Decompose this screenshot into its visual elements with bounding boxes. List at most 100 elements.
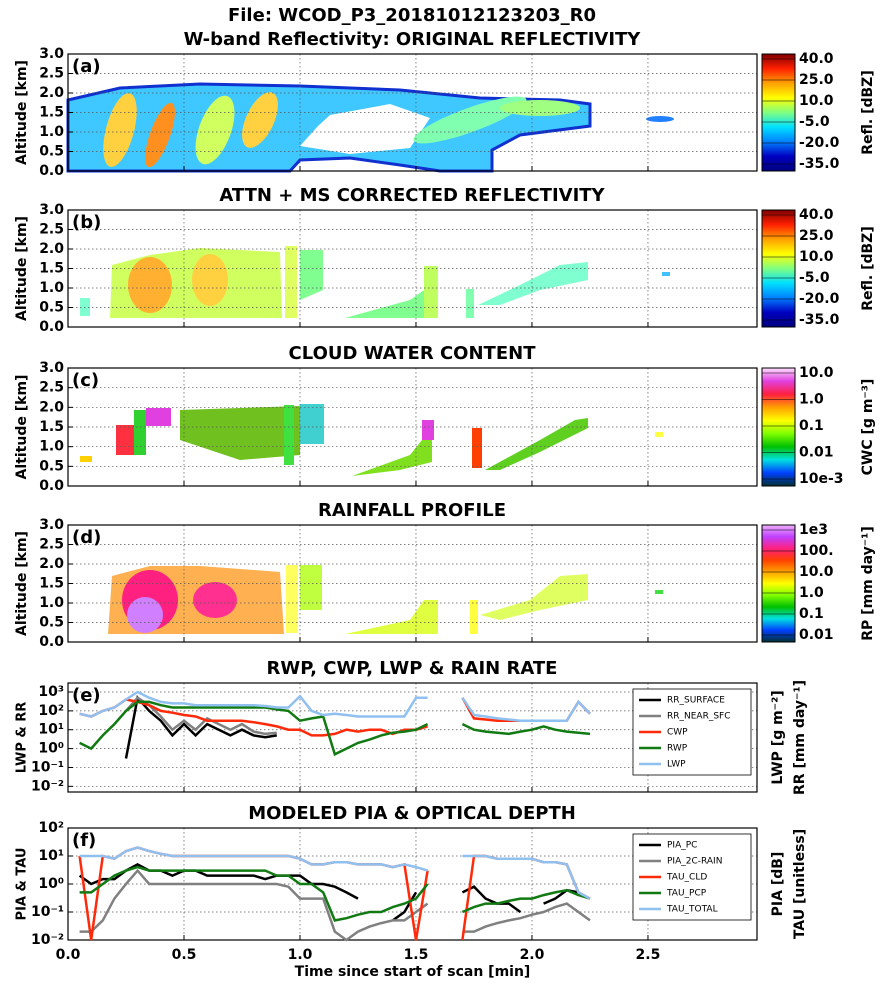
series-line: [79, 700, 429, 757]
colorbar-tick-label: -35.0: [799, 156, 840, 172]
colorbar-label: Refl. [dBZ]: [860, 226, 876, 311]
colorbar-tick-label: 25.0: [799, 72, 834, 88]
y-tick-label: 10⁻²: [31, 778, 64, 794]
y-tick-label: 10²: [38, 820, 64, 836]
colorbar-tick-label: 0.1: [799, 606, 824, 622]
panel-title: MODELED PIA & OPTICAL DEPTH: [248, 803, 576, 824]
cloud-water-field: [80, 404, 663, 476]
right-axis-label: TAU [unitless]: [792, 829, 808, 939]
right-axis-label: RR [mm day⁻¹]: [792, 680, 808, 795]
x-tick-label: 1.5: [404, 947, 429, 963]
colorbar-tick-label: 1e3: [799, 522, 828, 538]
series-line: [462, 902, 591, 933]
colorbar-tick-label: 0.01: [799, 627, 834, 643]
corrected-reflectivity-field: [80, 246, 670, 318]
legend-label: RR_NEAR_SFC: [667, 712, 731, 722]
y-tick-label: 10¹: [38, 848, 64, 864]
right-axis-label: PIA [dB]: [770, 852, 786, 917]
colorbar-tick-label: 10.0: [799, 93, 834, 109]
legend-label: TAU_PCP: [666, 889, 707, 899]
panel-label: (b): [72, 212, 101, 233]
colorbar-tick-label: 1.0: [799, 585, 824, 601]
panel-title: W-band Reflectivity: ORIGINAL REFLECTIVI…: [184, 29, 642, 50]
y-tick-label: 1.0: [39, 439, 64, 455]
panel-title: RWP, CWP, LWP & RAIN RATE: [267, 658, 558, 679]
plot-frame: [67, 209, 758, 328]
y-tick-label: 0.5: [39, 615, 64, 631]
y-axis-label: LWP & RR: [15, 702, 30, 774]
colorbar-tick-label: -5.0: [799, 114, 830, 130]
series-line: [79, 846, 428, 872]
y-tick-label: 2.0: [39, 399, 64, 415]
y-tick-label: 2.0: [39, 556, 64, 572]
panel-title: ATTN + MS CORRECTED REFLECTIVITY: [219, 185, 605, 206]
y-axis-label: Altitude [km]: [14, 216, 30, 321]
x-tick-label: 2.5: [636, 947, 661, 963]
y-tick-label: 2.5: [39, 380, 64, 396]
panel-label: (f): [72, 830, 96, 851]
y-tick-label: 2.5: [39, 222, 64, 238]
colorbar: [761, 209, 796, 328]
series-line: [79, 865, 429, 922]
colorbar: [761, 367, 796, 487]
panel-label: (a): [72, 56, 101, 77]
colorbar-label: RP [mm day⁻¹]: [860, 526, 876, 640]
panel-title: CLOUD WATER CONTENT: [289, 343, 537, 364]
legend-label: LWP: [667, 760, 686, 770]
plot-frame: [67, 827, 758, 941]
y-tick-label: 0.0: [39, 163, 64, 179]
colorbar-label: CWC [g m⁻³]: [860, 379, 876, 476]
legend-label: CWP: [667, 728, 688, 738]
colorbar-tick-label: 25.0: [799, 228, 834, 244]
colorbar-tick-label: 40.0: [799, 207, 834, 223]
colorbar-tick-label: 0.01: [799, 445, 834, 461]
panel-title: RAINFALL PROFILE: [318, 500, 506, 521]
colorbar-tick-label: 10.0: [799, 564, 834, 580]
y-tick-label: 10¹: [38, 722, 64, 738]
y-tick-label: 10⁰: [38, 741, 64, 757]
series-line: [462, 854, 591, 900]
colorbar-tick-label: 10.0: [799, 365, 834, 381]
colorbar-tick-label: -20.0: [799, 291, 840, 307]
y-tick-label: 0.0: [39, 478, 64, 494]
legend-label: PIA_PC: [667, 841, 697, 851]
colorbar-tick-label: 1.0: [799, 392, 824, 408]
plot-frame: [67, 53, 758, 172]
colorbar-tick-label: -20.0: [799, 135, 840, 151]
right-axis-label: LWP [g m⁻²]: [770, 690, 786, 784]
colorbar-tick-label: -5.0: [799, 270, 830, 286]
y-tick-label: 1.0: [39, 280, 64, 296]
series-line: [79, 868, 429, 942]
plot-frame: [67, 524, 758, 643]
legend-label: TAU_TOTAL: [666, 905, 718, 915]
y-tick-label: 2.5: [39, 537, 64, 553]
legend-label: RR_SURFACE: [667, 696, 725, 706]
y-tick-label: 2.0: [39, 241, 64, 257]
y-tick-label: 3.0: [39, 202, 64, 218]
colorbar: [761, 524, 796, 643]
series-line: [79, 690, 428, 718]
panel-label: (c): [72, 370, 99, 391]
y-tick-label: 2.0: [39, 85, 64, 101]
colorbar-tick-label: 40.0: [799, 51, 834, 67]
y-tick-label: 1.5: [39, 261, 64, 277]
y-tick-label: 2.5: [39, 66, 64, 82]
y-tick-label: 1.0: [39, 595, 64, 611]
plot-frame: [67, 367, 758, 487]
panel-label: (e): [72, 685, 101, 706]
y-tick-label: 10⁻¹: [31, 759, 64, 775]
legend-label: TAU_CLD: [666, 873, 707, 883]
colorbar-label: Refl. [dBZ]: [860, 70, 876, 155]
y-axis-label: Altitude [km]: [14, 531, 30, 636]
series-line: [461, 722, 591, 736]
legend-label: PIA_2C-RAIN: [667, 857, 722, 867]
plot-frame: [67, 682, 758, 793]
y-tick-label: 3.0: [39, 46, 64, 62]
y-axis-label: Altitude [km]: [14, 375, 30, 480]
colorbar-tick-label: 0.1: [799, 418, 824, 434]
y-tick-label: 3.0: [39, 360, 64, 376]
reflectivity-field: [66, 82, 674, 173]
y-tick-label: 10⁻¹: [31, 904, 64, 920]
x-tick-label: 0.5: [172, 947, 197, 963]
